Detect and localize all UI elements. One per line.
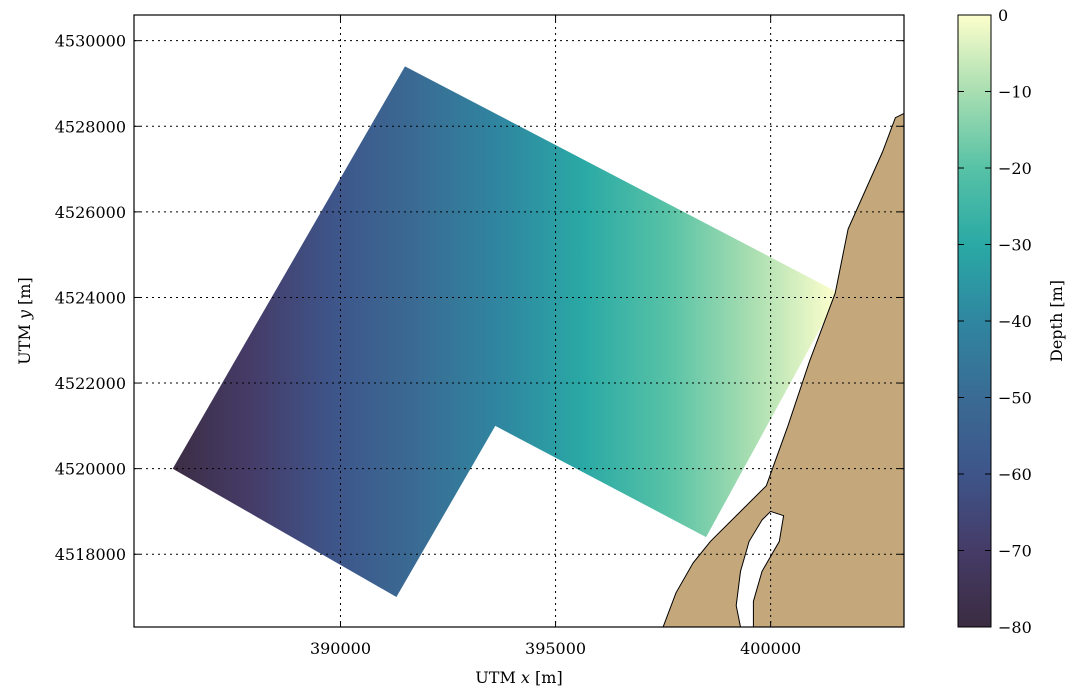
survey-area: [172, 66, 840, 597]
colorbar-tick-label: −80: [998, 618, 1032, 637]
colorbar-tick-label: 0: [998, 6, 1008, 25]
colorbar-ticks: 0 −10 −20 −30 −40 −50 −60 −70 −80: [958, 6, 1032, 637]
y-tick-label: 4524000: [55, 288, 126, 307]
x-tick-label: 390000: [310, 639, 371, 658]
colorbar-tick-label: −60: [998, 465, 1032, 484]
land-area: [662, 112, 904, 627]
x-axis-ticks: 390000 395000 400000: [310, 15, 801, 658]
colorbar-label: Depth [m]: [1047, 280, 1066, 362]
colorbar-tick-label: −20: [998, 159, 1032, 178]
grid-lines: [134, 15, 904, 627]
y-axis-ticks: 4518000 4520000 4522000 4524000 4526000 45280…: [55, 32, 904, 564]
colorbar-tick-label: −50: [998, 389, 1032, 408]
colorbar-tick-label: −40: [998, 312, 1032, 331]
lagoon-area: [735, 510, 785, 627]
y-tick-label: 4520000: [55, 460, 126, 479]
y-tick-label: 4528000: [55, 117, 126, 136]
y-axis-label: UTM y [m]: [15, 277, 34, 364]
plot-frame: [133, 14, 905, 628]
colorbar-tick-label: −70: [998, 542, 1032, 561]
x-tick-label: 395000: [525, 639, 586, 658]
colorbar-tick-label: −30: [998, 236, 1032, 255]
x-axis-label: UTM x [m]: [475, 668, 562, 687]
y-tick-label: 4518000: [55, 545, 126, 564]
y-tick-label: 4526000: [55, 203, 126, 222]
colorbar-tick-label: −10: [998, 83, 1032, 102]
x-tick-label: 400000: [740, 639, 801, 658]
y-tick-label: 4530000: [55, 32, 126, 51]
y-tick-label: 4522000: [55, 374, 126, 393]
